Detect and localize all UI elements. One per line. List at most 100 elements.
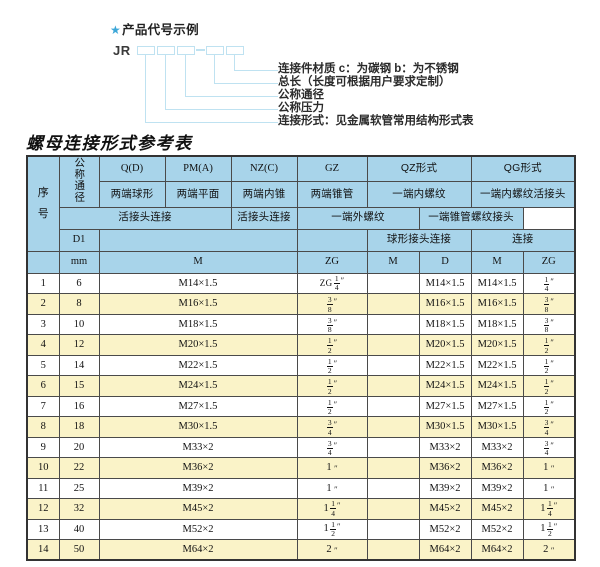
gz-value-inch-mark: ″ xyxy=(334,544,338,555)
gz-value-numerator: 1 xyxy=(326,356,333,367)
cell-qz-m xyxy=(366,375,420,397)
cell-thread-m: M64×2 xyxy=(98,539,298,561)
qg-zg-value-denominator: 4 xyxy=(548,508,552,518)
cell-qg-m: M22×1.5 xyxy=(470,354,524,377)
header-seq-char-1: 序 xyxy=(37,186,49,199)
cell-qg-zg: 1 2 ″ xyxy=(522,395,576,418)
header-desc-q: 两端球形 xyxy=(98,181,166,208)
cell-gz: 1 1 2 ″ xyxy=(296,518,368,541)
cell-gz: 1 2 ″ xyxy=(296,375,368,397)
gz-value-numerator: 1 xyxy=(330,519,336,530)
table-row: 4 12 M20×1.5 1 2 ″ M20×1.5 M20×1.5 1 2 ″ xyxy=(26,334,576,356)
cell-qg-m: M20×1.5 xyxy=(470,334,524,356)
cell-thread-m: M14×1.5 xyxy=(98,272,298,295)
header-nominal-bore-label: 公称通径 xyxy=(73,157,86,203)
leader-line-vertical-2 xyxy=(165,55,167,110)
gz-value-whole: 1 xyxy=(326,482,332,494)
cell-bore: 16 xyxy=(58,395,100,418)
cell-gz: 1 2 ″ xyxy=(296,395,368,418)
qg-zg-value-denominator: 8 xyxy=(544,304,549,314)
star-icon: ★ xyxy=(110,23,122,37)
code-box-1 xyxy=(137,46,155,55)
gz-value-denominator: 8 xyxy=(327,304,332,314)
code-label-nominal-bore: 公称通径 xyxy=(278,89,324,101)
leader-line-horizontal-4 xyxy=(214,83,278,85)
gz-value-numerator: 1 xyxy=(326,336,333,347)
cell-qg-zg: 1 4 ″ xyxy=(522,272,576,295)
gz-value-whole: 1 xyxy=(323,502,329,514)
qg-zg-value-inch-mark: ″ xyxy=(550,316,554,327)
gz-value-numerator: 1 xyxy=(326,397,333,408)
header-unit-gz: ZG xyxy=(296,250,368,274)
cell-thread-m: M22×1.5 xyxy=(98,354,298,377)
cell-qz-m xyxy=(366,354,420,377)
cell-seq: 11 xyxy=(26,477,60,500)
cell-qz-d: M45×2 xyxy=(418,498,472,520)
cell-thread-m: M20×1.5 xyxy=(98,334,298,356)
cell-qz-m xyxy=(366,539,420,561)
cell-qz-d: M20×1.5 xyxy=(418,334,472,356)
qg-zg-value-whole: 2 xyxy=(543,543,549,555)
cell-bore: 50 xyxy=(58,539,100,561)
qg-zg-value: 1 ″ xyxy=(543,463,554,474)
cell-gz: 3 8 ″ xyxy=(296,313,368,336)
code-label-connection-type: 连接形式：见金属软管常用结构形式表 xyxy=(278,115,474,127)
gz-value-numerator: 1 xyxy=(326,377,333,388)
qg-zg-value: 1 2 ″ xyxy=(543,337,554,354)
gz-value-whole: 2 xyxy=(326,543,332,555)
qg-zg-value: 3 4 ″ xyxy=(543,418,554,436)
code-box-2 xyxy=(157,46,175,55)
qg-zg-value-denominator: 2 xyxy=(548,529,552,539)
cell-qz-m xyxy=(366,518,420,541)
cell-qg-m: M14×1.5 xyxy=(470,272,524,295)
cell-bore: 8 xyxy=(58,293,100,315)
cell-qz-d: M36×2 xyxy=(418,457,472,479)
cell-qg-m: M27×1.5 xyxy=(470,395,524,418)
cell-qz-m xyxy=(366,293,420,315)
nut-connection-spec-table: 序 号 公称通径 Q(D) PM(A) NZ(C) GZ QZ形式 QG形式 两… xyxy=(26,155,577,562)
table-row: 14 50 M64×2 2 ″ M64×2 M64×2 2 ″ xyxy=(26,539,576,561)
qg-zg-value-inch-mark: ″ xyxy=(550,357,554,368)
qg-zg-value-inch-mark: ″ xyxy=(550,463,555,474)
gz-value-whole: 1 xyxy=(326,462,332,474)
qg-zg-value-numerator: 1 xyxy=(543,377,550,388)
qg-zg-value-whole: 1 xyxy=(540,502,546,514)
header-seq: 序 号 xyxy=(26,155,60,252)
cell-qz-m xyxy=(366,272,420,295)
qg-zg-value-numerator: 1 xyxy=(543,397,550,408)
table-row: 8 18 M30×1.5 3 4 ″ M30×1.5 M30×1.5 3 4 ″ xyxy=(26,416,576,438)
qg-zg-value-whole: 1 xyxy=(543,482,549,494)
cell-seq: 13 xyxy=(26,518,60,541)
cell-qg-zg: 3 8 ″ xyxy=(522,293,576,315)
cell-bore: 12 xyxy=(58,334,100,356)
cell-bore: 18 xyxy=(58,416,100,438)
cell-qz-d: M24×1.5 xyxy=(418,375,472,397)
header-d1-gz xyxy=(296,228,368,252)
cell-thread-m: M39×2 xyxy=(98,477,298,500)
leader-line-horizontal-3 xyxy=(185,96,278,98)
qg-zg-value-numerator: 1 xyxy=(543,356,550,367)
gz-value-inch-mark: ″ xyxy=(333,337,338,348)
qg-zg-value-numerator: 3 xyxy=(543,418,550,429)
header-seq-char-2: 号 xyxy=(37,207,49,220)
cell-qz-d: M16×1.5 xyxy=(418,293,472,315)
cell-thread-m: M30×1.5 xyxy=(98,416,298,438)
qg-zg-value: 2 ″ xyxy=(543,543,554,556)
cell-qg-m: M18×1.5 xyxy=(470,313,524,336)
cell-qz-d: M52×2 xyxy=(418,518,472,541)
cell-gz: 1 ″ xyxy=(296,457,368,479)
cell-qg-m: M64×2 xyxy=(470,539,524,561)
gz-value-inch-mark: ″ xyxy=(333,439,338,450)
table-header-row-units: mm M ZG M D M ZG xyxy=(26,250,576,274)
cell-bore: 6 xyxy=(58,272,100,295)
leader-line-horizontal-2 xyxy=(165,109,278,111)
header-unit-qg-zg: ZG xyxy=(522,250,576,274)
cell-qg-m: M33×2 xyxy=(470,436,524,459)
table-row: 6 15 M24×1.5 1 2 ″ M24×1.5 M24×1.5 1 2 ″ xyxy=(26,375,576,397)
qg-zg-value-numerator: 3 xyxy=(543,295,550,306)
